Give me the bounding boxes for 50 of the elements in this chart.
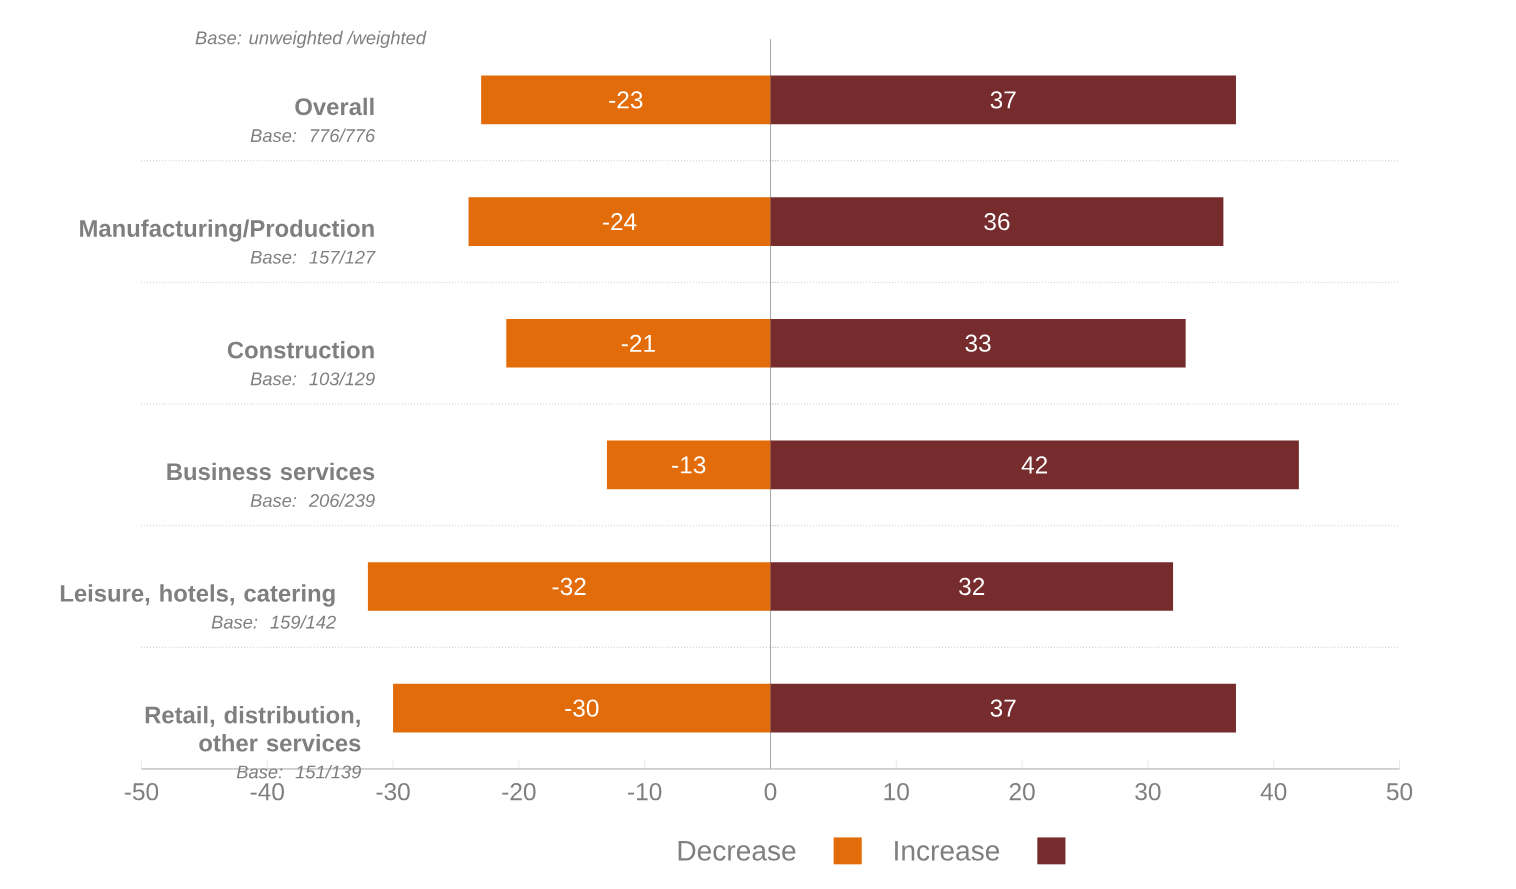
bar [770,75,1236,125]
data-label: -13 [672,456,706,474]
y-tick-label: Leisure, hotels, catering [60,584,335,607]
y-tick-label: Overall [295,97,374,116]
annotation: Base: 206/239 [250,493,375,507]
bar [770,683,1236,733]
y-tick-label: Manufacturing/Production [80,219,374,242]
x-tick-label: -30 [376,782,410,801]
annotation: Base: 776/776 [250,128,376,142]
x-tick-label: -50 [124,782,159,801]
x-tick-label: 30 [1135,782,1161,801]
annotation: Base: 159/142 [211,615,336,629]
bar [770,197,1224,246]
x-tick-label: 10 [884,782,909,801]
data-label: -21 [621,334,655,352]
bar [606,440,771,489]
annotation: Base: 103/129 [250,371,375,386]
data-label: -24 [602,212,637,230]
bar [393,683,771,733]
y-tick-label: Retail, distribution, other services [145,705,361,752]
data-label: -32 [552,577,586,595]
legend-label: Increase [895,840,1000,861]
bar [481,75,771,125]
annotation: Base: 151/139 [236,764,361,779]
x-tick-label: -40 [250,782,284,801]
data-label: 42 [1021,456,1048,474]
annotation: Base: unweighted /weighted [195,30,427,48]
data-label: 32 [959,577,985,595]
x-tick-label: 50 [1386,782,1413,801]
data-label: -23 [609,91,643,109]
annotation: Base: 157/127 [250,250,376,264]
data-label: 33 [965,334,991,352]
bar [770,561,1174,611]
data-label: -30 [565,699,599,717]
x-tick-label: 0 [764,782,777,801]
legend-label: Decrease [678,840,796,861]
bar [468,197,771,246]
bar [770,318,1186,368]
data-label: 37 [990,699,1016,717]
x-tick-label: -10 [628,782,662,801]
y-tick-label: Construction [227,340,374,359]
bar [770,440,1299,489]
bar [367,561,771,611]
data-label: 36 [984,212,1010,231]
x-tick-label: -20 [502,782,536,801]
data-label: 37 [990,91,1016,109]
y-tick-label: Business services [167,462,375,480]
x-tick-label: 40 [1260,782,1287,801]
x-tick-label: 20 [1009,782,1035,801]
bar [506,318,771,368]
